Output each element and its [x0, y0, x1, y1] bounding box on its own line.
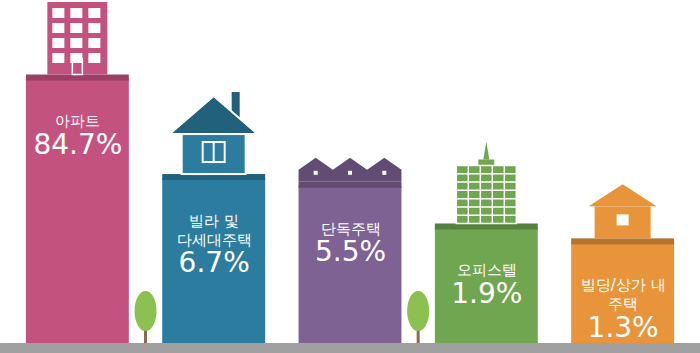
svg-text:빌라 및다세대주택: 빌라 및다세대주택	[177, 212, 252, 249]
svg-text:빌딩/상가 내주택: 빌딩/상가 내주택	[581, 276, 666, 313]
svg-text:아파트: 아파트	[55, 112, 101, 131]
svg-text:6.7%: 6.7%	[179, 246, 250, 279]
svg-text:1.9%: 1.9%	[451, 277, 522, 310]
svg-text:1.3%: 1.3%	[588, 311, 659, 344]
svg-text:84.7%: 84.7%	[33, 128, 122, 161]
svg-text:오피스텔: 오피스텔	[456, 261, 517, 280]
svg-text:5.5%: 5.5%	[315, 235, 386, 268]
svg-text:단독주택: 단독주택	[320, 219, 381, 238]
